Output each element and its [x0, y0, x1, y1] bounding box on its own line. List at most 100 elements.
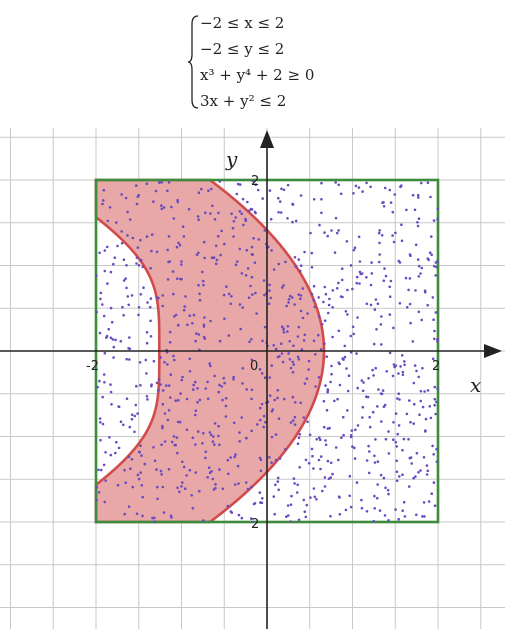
random-point [398, 475, 401, 478]
random-point [334, 216, 338, 220]
random-point [309, 231, 312, 235]
random-point [342, 415, 345, 419]
random-point [432, 318, 435, 321]
random-point [121, 305, 124, 309]
random-point [261, 197, 265, 200]
random-point [298, 269, 302, 273]
random-point [198, 398, 202, 402]
random-point [317, 376, 321, 379]
random-point [127, 455, 131, 459]
random-point [150, 383, 153, 386]
random-point [299, 194, 303, 197]
random-point [349, 435, 353, 439]
random-point [185, 397, 189, 401]
random-point [426, 389, 430, 392]
random-point [380, 420, 383, 423]
random-point [178, 243, 182, 247]
random-point [250, 429, 253, 433]
random-point [393, 193, 397, 196]
random-point [197, 251, 200, 255]
random-point [176, 451, 179, 455]
random-point [236, 182, 240, 186]
random-point [312, 198, 316, 201]
random-point [371, 368, 374, 372]
random-point [376, 460, 380, 463]
random-point [380, 343, 383, 346]
random-point [106, 282, 109, 285]
random-point [201, 279, 205, 283]
random-point [355, 481, 359, 484]
random-point [349, 334, 353, 338]
random-point [302, 339, 306, 342]
random-point [238, 303, 242, 306]
random-point [343, 355, 347, 359]
random-point [223, 381, 226, 385]
random-point [301, 316, 305, 320]
random-point [245, 388, 248, 391]
random-point [396, 397, 399, 400]
random-point [135, 184, 138, 187]
random-point [369, 303, 373, 307]
random-point [232, 220, 236, 223]
random-point [381, 389, 385, 392]
random-point [398, 398, 401, 401]
random-point [226, 458, 230, 462]
random-point [351, 445, 354, 448]
random-point [353, 446, 356, 450]
random-point [96, 385, 99, 389]
random-point [211, 477, 215, 481]
random-point [138, 361, 142, 364]
random-point [312, 467, 315, 470]
random-point [145, 331, 149, 334]
random-point [338, 383, 342, 387]
random-point [422, 456, 426, 459]
random-point [139, 471, 142, 474]
random-point [288, 294, 292, 298]
random-point [280, 325, 284, 328]
random-point [109, 336, 113, 340]
random-point [156, 388, 160, 392]
random-point [99, 297, 102, 301]
random-point [297, 293, 301, 296]
random-point [238, 210, 242, 213]
random-point [160, 473, 163, 476]
random-point [160, 207, 164, 211]
random-point [403, 515, 407, 518]
random-point [287, 301, 290, 304]
random-point [165, 384, 168, 387]
condition-cubic-quartic: x³ + y⁴ + 2 ≥ 0 [200, 66, 315, 84]
random-point [230, 295, 233, 298]
random-point [124, 196, 128, 200]
random-point [297, 518, 301, 522]
random-point [252, 502, 256, 506]
random-point [192, 383, 195, 387]
random-point [292, 477, 296, 480]
random-point [392, 363, 396, 366]
random-point [413, 364, 417, 367]
random-point [426, 303, 430, 307]
random-point [361, 416, 364, 419]
random-point [235, 192, 239, 196]
random-point [315, 498, 318, 501]
random-point [263, 325, 267, 329]
random-point [408, 399, 411, 402]
axes [0, 130, 502, 629]
random-point [163, 412, 167, 415]
random-point [360, 272, 364, 275]
random-point [290, 494, 293, 498]
random-point [312, 487, 316, 490]
random-point [291, 419, 295, 422]
random-point [401, 509, 405, 512]
random-point [355, 281, 359, 285]
x-tick-neg2: -2 [86, 359, 99, 374]
random-point [191, 322, 194, 325]
random-point [351, 287, 354, 291]
random-point [378, 241, 381, 245]
random-point [392, 438, 395, 442]
random-point [250, 253, 254, 256]
random-point [355, 275, 359, 279]
random-point [323, 485, 327, 488]
random-point [382, 279, 386, 282]
random-point [102, 314, 106, 318]
random-point [262, 414, 266, 418]
